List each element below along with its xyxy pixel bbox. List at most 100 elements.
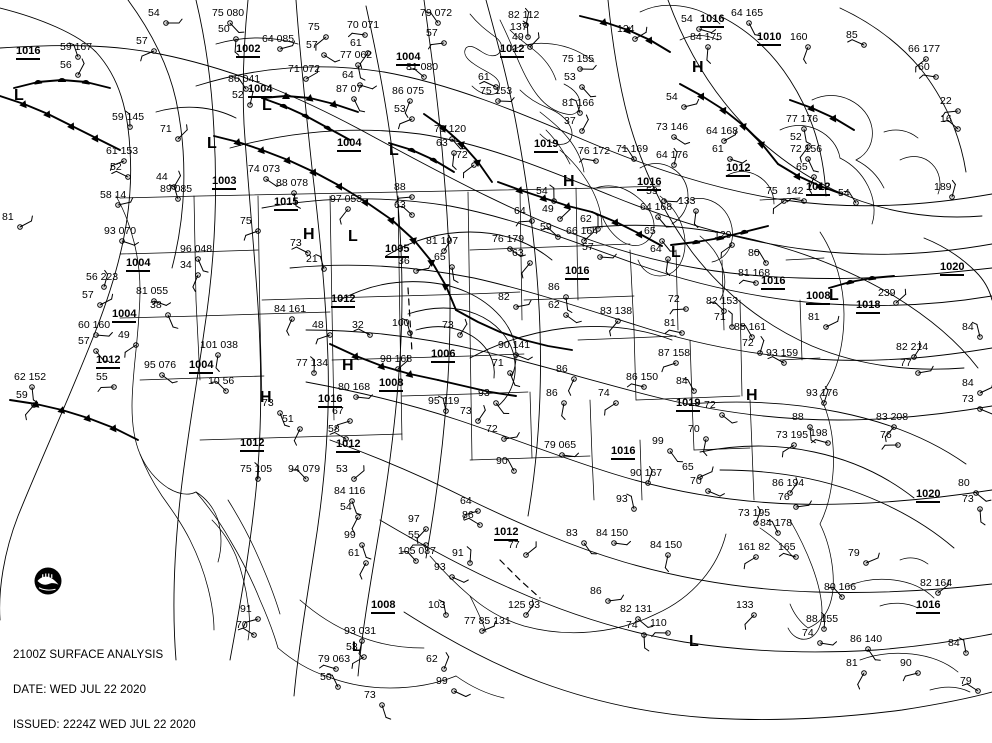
station-plot-text: 72 <box>456 149 468 161</box>
station-plot-text: 86 041 <box>228 73 261 85</box>
station-plot-text: 73 <box>460 405 472 417</box>
station-plot-text: 71 <box>492 357 504 369</box>
station-plot-text: 80 <box>748 247 760 259</box>
station-plot-text: 81 107 <box>426 235 459 247</box>
station-plot-text: 81 <box>664 317 676 329</box>
station-plot-text: 88 161 <box>734 321 767 333</box>
station-plot-text: 59 167 <box>60 41 93 53</box>
station-plot-text: 93 031 <box>344 625 377 637</box>
caption-title: 2100Z SURFACE ANALYSIS <box>13 649 164 662</box>
station-plot-text: 142 <box>786 185 804 197</box>
station-plot-text: 198 <box>810 427 828 439</box>
isobar-label: 1020 <box>940 262 965 276</box>
station-plot-text: 239 <box>878 287 896 299</box>
station-plot-text: 91 <box>452 547 464 559</box>
high-pressure-center: H <box>342 357 354 374</box>
station-plot-text: 66 177 <box>908 43 941 55</box>
station-plot-text: 50 <box>320 671 332 683</box>
low-pressure-center: L <box>352 638 361 654</box>
isobar-label: 1006 <box>431 349 456 363</box>
cold-fronts <box>0 15 855 441</box>
station-plot-text: 99 <box>344 529 356 541</box>
station-plot-text: 54 <box>536 185 548 197</box>
station-plot-text: 72 <box>704 399 716 411</box>
station-plot-text: 32 <box>352 319 364 331</box>
station-plot-text: 97 053 <box>330 193 363 205</box>
station-plot-text: 86 <box>590 585 602 597</box>
station-plot-text: 73 195 <box>738 507 771 519</box>
high-pressure-center: H <box>260 389 272 406</box>
isobar-label: 1012 <box>240 438 265 452</box>
isobar-label: 1019 <box>534 139 559 153</box>
station-plot-text: 84 150 <box>650 539 683 551</box>
isobar-label: 1012 <box>500 44 525 58</box>
station-plot-text: 88 155 <box>806 613 839 625</box>
station-plot-text: 77 85 131 <box>464 615 511 627</box>
station-plot-text: 61 <box>348 547 360 559</box>
low-pressure-center: L <box>671 244 681 261</box>
station-plot-text: 81 055 <box>136 285 169 297</box>
station-plot-text: 64 <box>650 243 662 255</box>
station-plot-text: 54 <box>340 501 352 513</box>
station-plot-text: 54 <box>838 187 850 199</box>
high-pressure-center: H <box>303 226 315 243</box>
station-plot-text: 137 <box>510 21 528 33</box>
station-plot-text: 99 <box>652 435 664 447</box>
station-plot-text: 82 <box>498 291 510 303</box>
isobar-label: 1004 <box>337 138 362 152</box>
station-plot-text: 55 <box>96 371 108 383</box>
low-pressure-center: L <box>829 287 839 304</box>
station-plot-text: 51 <box>282 413 294 425</box>
station-plot-text: 64 176 <box>656 149 689 161</box>
isobar-label: 1016 <box>565 266 590 280</box>
station-plot-text: 189 <box>934 181 952 193</box>
isobar-label: 1005 <box>385 244 410 258</box>
station-plot-text: 82 214 <box>896 341 929 353</box>
station-plot-text: 58 14 <box>100 189 127 201</box>
station-plot-text: 79 <box>848 547 860 559</box>
station-plot-text: 65 <box>434 251 446 263</box>
station-plot-text: 75 105 <box>240 463 273 475</box>
isobar-label: 1012 <box>331 294 356 308</box>
station-plot-text: 53 <box>394 103 406 115</box>
low-pressure-center: L <box>348 228 358 245</box>
isobar-label: 1020 <box>916 489 941 503</box>
station-plot-text: 22 <box>940 95 952 107</box>
station-plot-text: 64 <box>514 205 526 217</box>
stationary-front <box>437 309 573 397</box>
station-plot-text: 70 071 <box>347 19 380 31</box>
station-plot-text: 53 <box>564 71 576 83</box>
station-plot-text: 71 <box>714 311 726 323</box>
station-plot-text: 93 159 <box>766 347 799 359</box>
isobar-label: 1010 <box>757 32 782 46</box>
station-plot-text: 60 160 <box>78 319 111 331</box>
station-plot-text: 93 070 <box>104 225 137 237</box>
station-plot-text: 61 <box>350 37 362 49</box>
station-plot-text: 59 <box>646 185 658 197</box>
station-plot-text: 125 93 <box>508 599 541 611</box>
station-plot-text: 57 <box>136 35 148 47</box>
station-plot-text: 21 <box>306 253 318 265</box>
isobar-label: 1008 <box>371 600 396 614</box>
station-plot-text: 103 <box>428 599 446 611</box>
station-plot-text: 74 073 <box>248 163 281 175</box>
station-plot-text: 79 063 <box>318 653 351 665</box>
station-plot-text: 80 <box>958 477 970 489</box>
station-plot-text: 75 <box>240 215 252 227</box>
station-plot-text: 95 119 <box>428 395 460 407</box>
station-plot-text: 65 <box>644 225 656 237</box>
station-plot-text: 72 156 <box>790 143 823 155</box>
station-plot-text: 62 152 <box>14 371 47 383</box>
station-plot-text: 90 141 <box>498 339 531 351</box>
station-symbols <box>17 7 992 720</box>
isobar-label: 1016 <box>637 177 662 191</box>
station-plot-text: 84 178 <box>760 517 793 529</box>
station-plot-text: 61 <box>712 143 724 155</box>
station-plot-text: 79 072 <box>420 7 453 19</box>
station-plot-text: 84 116 <box>334 485 366 497</box>
station-plot-text: 52 <box>110 161 122 173</box>
isobar-label: 1012 <box>336 439 361 453</box>
station-plot-text: 63 <box>394 199 406 211</box>
station-plot-text: 133 <box>678 195 696 207</box>
isobar-label: 1016 <box>761 276 786 290</box>
